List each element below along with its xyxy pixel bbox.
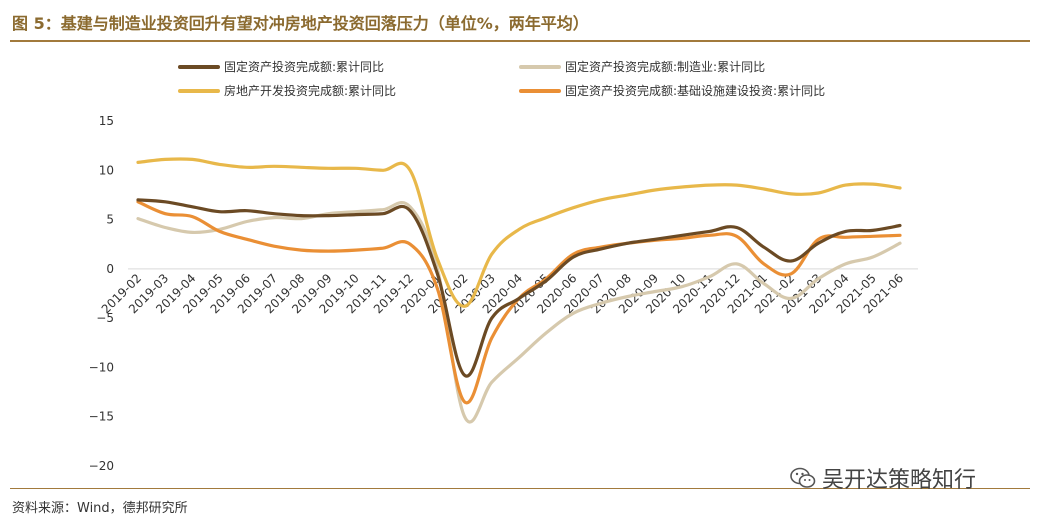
legend-label: 固定资产投资完成额:基础设施建设投资:累计同比 <box>565 83 825 98</box>
y-tick-label: −15 <box>89 410 114 424</box>
footer-rule <box>10 488 1030 489</box>
watermark-text: 吴开达策略知行 <box>822 468 977 493</box>
legend-label: 固定资产投资完成额:累计同比 <box>224 59 384 74</box>
series-line-2 <box>136 157 902 308</box>
series-line-1 <box>136 201 902 424</box>
y-tick-label: 0 <box>106 262 114 276</box>
series-line-0 <box>136 198 902 378</box>
series-lines <box>136 157 902 424</box>
y-tick-label: 10 <box>99 163 114 177</box>
y-tick-label: 5 <box>106 213 114 227</box>
figure-title: 图 5：基建与制造业投资回升有望对冲房地产投资回落压力（单位%，两年平均） <box>12 14 589 33</box>
legend-label: 房地产开发投资完成额:累计同比 <box>224 83 396 98</box>
watermark: 吴开达策略知行 <box>790 462 976 494</box>
legend-label: 固定资产投资完成额:制造业:累计同比 <box>565 59 765 74</box>
y-tick-label: −5 <box>96 311 114 325</box>
y-axis: 15 10 5 0 −5 −10 −15 −20 <box>89 114 114 473</box>
line-chart: 固定资产投资完成额:累计同比 固定资产投资完成额:制造业:累计同比房地产开发投资完… <box>89 59 918 473</box>
y-tick-label: 15 <box>99 114 114 128</box>
series-line-3 <box>136 200 902 405</box>
title-rule <box>10 40 1030 42</box>
source-note: 资料来源：Wind，德邦研究所 <box>12 501 188 516</box>
y-tick-label: −10 <box>89 360 114 374</box>
wechat-icon <box>790 467 816 488</box>
legend: 固定资产投资完成额:累计同比 固定资产投资完成额:制造业:累计同比房地产开发投资完… <box>178 59 825 98</box>
y-tick-label: −20 <box>89 459 114 473</box>
